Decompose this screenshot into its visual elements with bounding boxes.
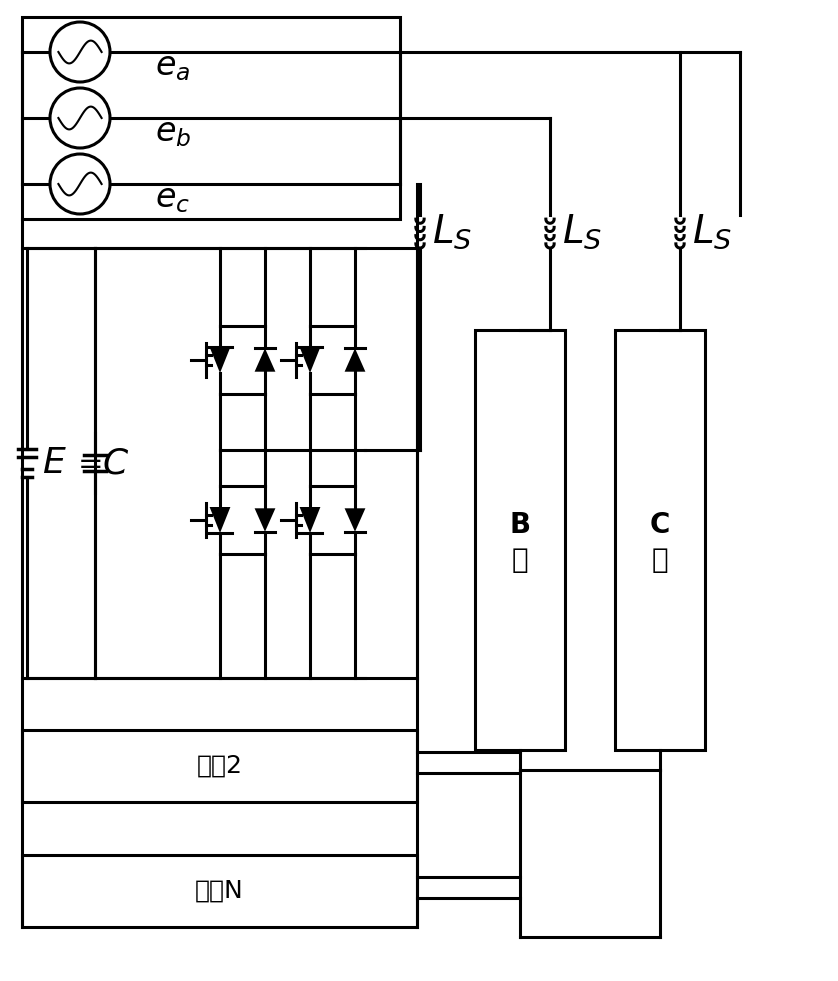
Bar	[475, 330, 565, 750]
Text: $E$: $E$	[42, 446, 67, 480]
Text: $e_c$: $e_c$	[155, 183, 190, 215]
Text: 相: 相	[652, 546, 669, 574]
Text: $e_b$: $e_b$	[155, 117, 191, 149]
Polygon shape	[344, 508, 365, 532]
Text: $e_a$: $e_a$	[155, 51, 190, 83]
Circle shape	[50, 22, 110, 82]
Text: B: B	[510, 511, 530, 539]
Text: C: C	[649, 511, 670, 539]
Circle shape	[50, 88, 110, 148]
Polygon shape	[255, 508, 276, 532]
Text: $C$: $C$	[102, 446, 129, 480]
Text: $L_S$: $L_S$	[692, 212, 732, 251]
Polygon shape	[300, 347, 320, 373]
Polygon shape	[300, 507, 320, 533]
Bar	[22, 730, 417, 802]
Circle shape	[50, 154, 110, 214]
Polygon shape	[210, 347, 230, 373]
Text: $=$: $=$	[72, 448, 102, 478]
Bar	[22, 855, 417, 927]
Text: 相: 相	[512, 546, 528, 574]
Text: 单元2: 单元2	[196, 754, 242, 778]
Bar	[22, 248, 417, 678]
Polygon shape	[210, 507, 230, 533]
Text: $L_S$: $L_S$	[562, 212, 602, 251]
Bar	[615, 330, 705, 750]
Bar	[22, 17, 400, 219]
Text: $L_S$: $L_S$	[432, 212, 472, 251]
Polygon shape	[255, 348, 276, 372]
Text: 单元N: 单元N	[195, 879, 244, 903]
Polygon shape	[344, 348, 365, 372]
